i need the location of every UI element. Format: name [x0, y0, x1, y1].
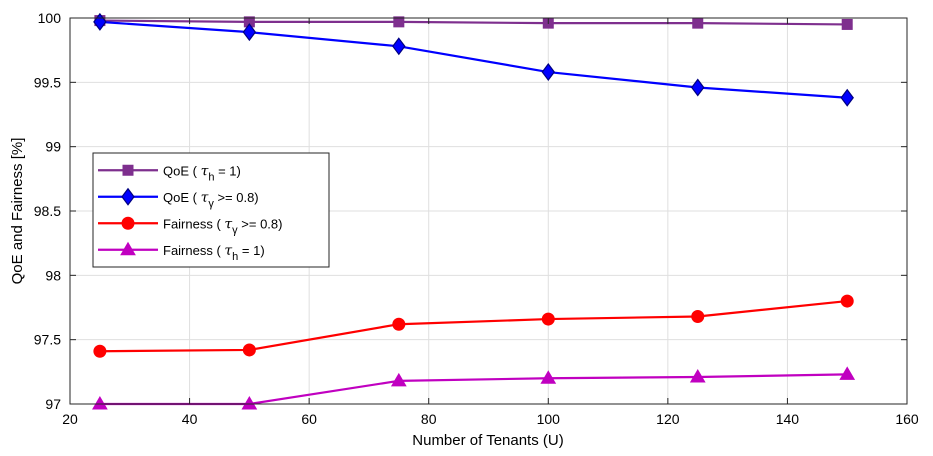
legend-label: QoE ( τγ >= 0.8) — [163, 190, 259, 210]
data-point — [840, 88, 854, 107]
legend-item: Fairness ( τh = 1) — [98, 241, 265, 263]
legend-marker — [120, 241, 136, 256]
legend-item: QoE ( τγ >= 0.8) — [98, 187, 259, 210]
data-point — [692, 17, 704, 29]
data-point — [841, 18, 853, 30]
x-tick-label: 40 — [182, 411, 198, 427]
data-point — [689, 368, 706, 383]
legend: QoE ( τh = 1) QoE ( τγ >= 0.8) Fairness ( … — [92, 152, 330, 268]
legend-marker — [122, 164, 134, 176]
x-tick-label: 120 — [656, 411, 680, 427]
data-point — [541, 312, 555, 326]
ticks: 20 40 60 80 100 120 140 160 97 97.5 98 98.5 99 99.5 10… — [34, 10, 919, 427]
legend-item: QoE ( τh = 1) — [98, 163, 241, 183]
series-line — [99, 20, 848, 99]
data-point — [242, 343, 256, 357]
data-point — [92, 396, 108, 410]
y-tick-label: 99.5 — [34, 74, 61, 90]
legend-item: Fairness ( τγ >= 0.8) — [98, 216, 282, 236]
legend-marker — [121, 216, 135, 230]
data-point — [393, 16, 405, 28]
x-tick-label: 80 — [421, 411, 437, 427]
series-3 — [93, 294, 854, 358]
y-tick-label: 97.5 — [34, 332, 61, 348]
series-2 — [93, 12, 854, 107]
x-tick-label: 140 — [776, 411, 800, 427]
data-point — [93, 344, 107, 358]
x-tick-label: 160 — [895, 411, 919, 427]
data-point — [390, 372, 407, 387]
x-tick-label: 20 — [62, 411, 78, 427]
data-point — [241, 396, 258, 410]
data-point — [840, 294, 854, 308]
legend-label: QoE ( τh = 1) — [163, 163, 241, 183]
data-point — [242, 23, 257, 42]
y-tick-label: 98 — [45, 267, 61, 283]
data-point — [392, 37, 406, 56]
data-point — [540, 370, 557, 384]
x-tick-label: 100 — [537, 411, 561, 427]
series-line — [99, 19, 848, 26]
series-line — [99, 299, 848, 353]
data-point — [392, 317, 406, 331]
data-point — [691, 78, 705, 97]
data-point — [691, 310, 705, 324]
legend-label: Fairness ( τγ >= 0.8) — [163, 216, 282, 236]
x-axis-label: Number of Tenants (U) — [412, 432, 563, 449]
y-axis-label: QoE and Fairness [%] — [9, 138, 26, 285]
legend-label: Fairness ( τh = 1) — [163, 243, 265, 263]
y-tick-label: 98.5 — [34, 203, 61, 219]
data-point — [839, 366, 856, 380]
y-tick-label: 100 — [38, 10, 62, 26]
y-tick-label: 99 — [45, 139, 61, 155]
x-tick-label: 60 — [301, 411, 317, 427]
data-point — [541, 63, 556, 82]
y-tick-label: 97 — [45, 396, 61, 412]
legend-marker — [121, 187, 135, 206]
